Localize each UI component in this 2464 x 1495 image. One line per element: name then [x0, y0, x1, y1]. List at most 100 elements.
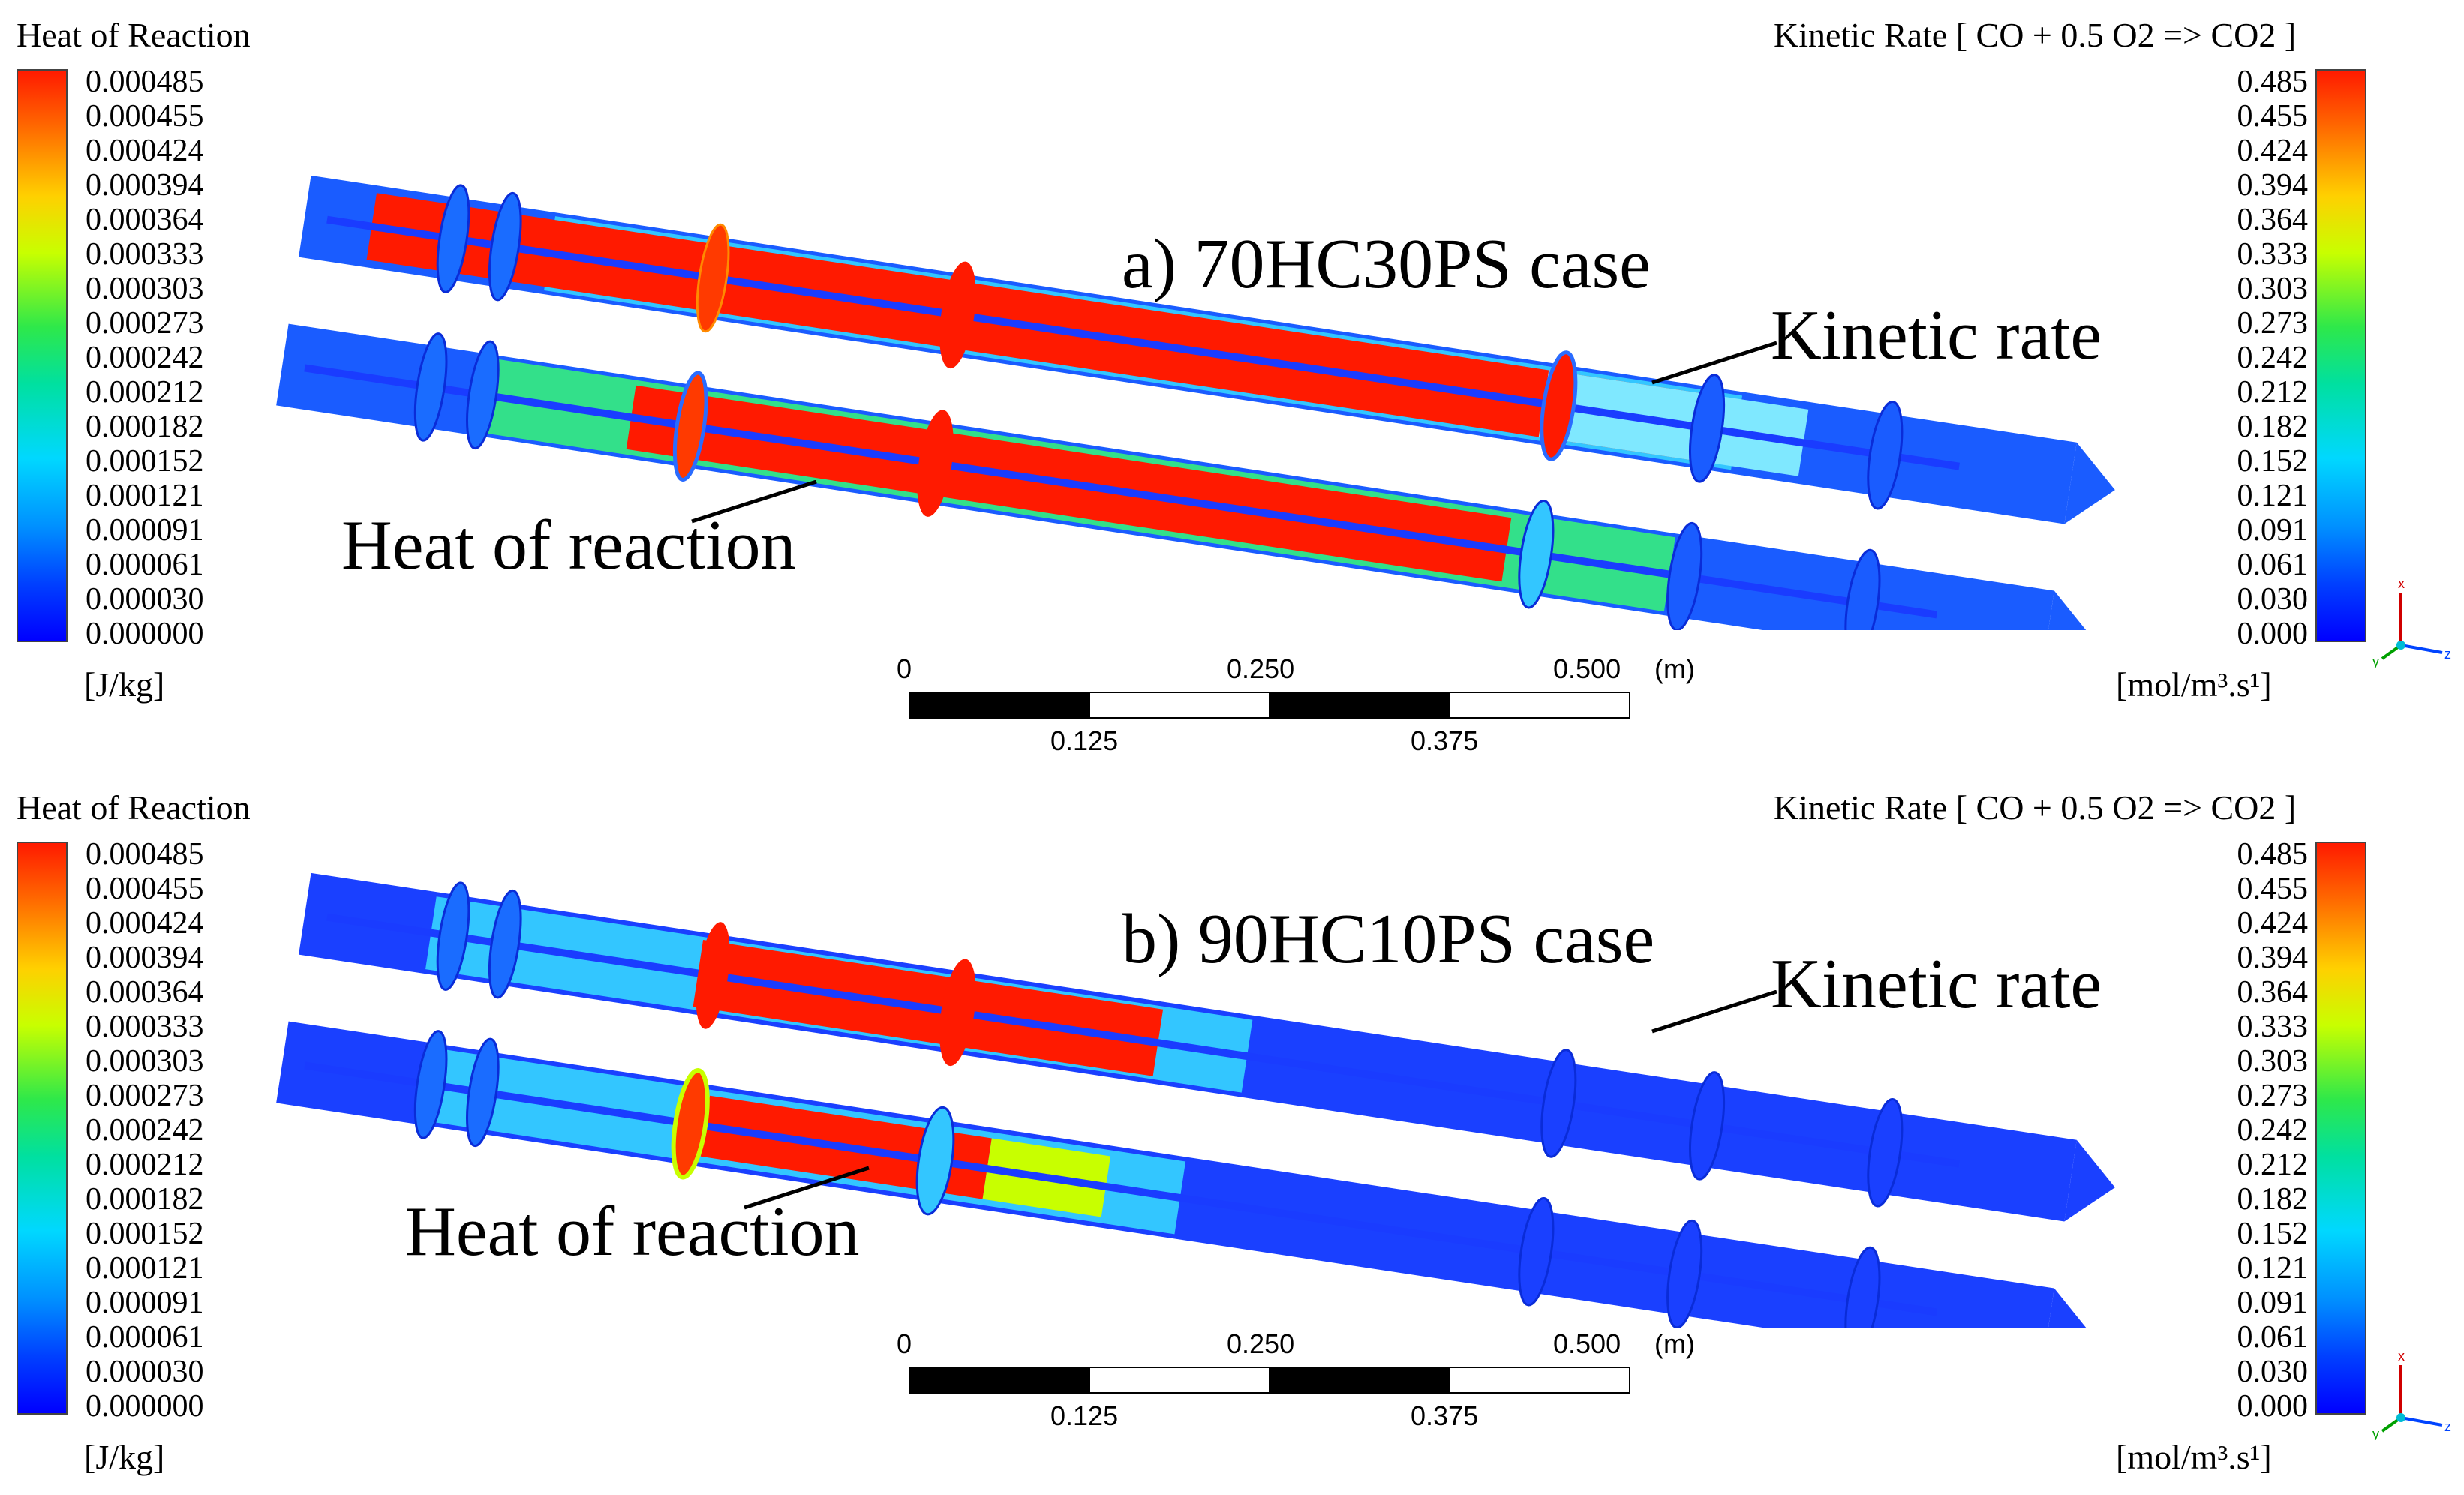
left-tick: 0.000212 [86, 1148, 204, 1182]
right-tick: 0.212 [2237, 1148, 2309, 1182]
right-tick: 0.273 [2237, 306, 2309, 341]
scale-label: 0.125 [1050, 1400, 1119, 1431]
scale-unit: (m) [1654, 653, 1695, 684]
scale-label: 0.125 [1050, 725, 1119, 756]
right-tick: 0.000 [2237, 1389, 2309, 1424]
case-label: a) 70HC30PS case [1122, 225, 1651, 303]
left-tick: 0.000273 [86, 306, 204, 341]
left-tick: 0.000455 [86, 99, 204, 134]
left-tick: 0.000152 [86, 444, 204, 479]
axis-z-label: z [2444, 1419, 2451, 1434]
right-colorbar-unit: [mol/m³.s¹] [2116, 665, 2272, 704]
case-label: b) 90HC10PS case [1122, 900, 1655, 978]
right-colorbar [2315, 69, 2366, 642]
left-colorbar-unit: [J/kg] [84, 1438, 165, 1476]
left-colorbar-unit: [J/kg] [84, 665, 165, 704]
kinetic-rate-label: Kinetic rate [1771, 945, 2102, 1023]
kinetic-rate-label: Kinetic rate [1771, 296, 2102, 374]
right-tick: 0.364 [2237, 203, 2309, 237]
right-tick: 0.333 [2237, 1010, 2309, 1044]
right-tick: 0.394 [2237, 168, 2309, 203]
right-tick: 0.303 [2237, 272, 2309, 306]
left-tick: 0.000121 [86, 479, 204, 513]
left-colorbar-title: Heat of Reaction [17, 788, 251, 827]
right-tick: 0.030 [2237, 1355, 2309, 1389]
right-tick: 0.152 [2237, 444, 2309, 479]
left-tick: 0.000000 [86, 617, 204, 651]
axis-y-label: y [2372, 1427, 2379, 1440]
scale-label: 0.500 [1553, 1328, 1621, 1359]
scale-label: 0.375 [1411, 725, 1479, 756]
left-tick: 0.000424 [86, 906, 204, 941]
right-tick: 0.242 [2237, 1113, 2309, 1148]
left-tick: 0.000303 [86, 272, 204, 306]
heat-of-reaction-pipe [276, 323, 2093, 630]
right-tick: 0.182 [2237, 410, 2309, 444]
heat-of-reaction-label: Heat of reaction [405, 1193, 860, 1271]
kinetic-rate-leader-line [1651, 990, 1777, 1034]
right-tick: 0.091 [2237, 1286, 2309, 1320]
left-tick: 0.000485 [86, 837, 204, 872]
left-tick: 0.000212 [86, 375, 204, 410]
axis-triad-icon: x y z [2372, 1350, 2451, 1440]
left-tick: 0.000242 [86, 341, 204, 375]
scale-bar-graphic [909, 692, 1630, 719]
left-tick: 0.000273 [86, 1079, 204, 1113]
right-tick: 0.152 [2237, 1217, 2309, 1251]
right-tick: 0.121 [2237, 1251, 2309, 1286]
left-tick: 0.000182 [86, 1182, 204, 1217]
right-tick: 0.121 [2237, 479, 2309, 513]
right-colorbar-ticks: 0.485 0.455 0.424 0.394 0.364 0.333 0.30… [2158, 837, 2309, 1439]
left-tick: 0.000121 [86, 1251, 204, 1286]
right-tick: 0.485 [2237, 837, 2309, 872]
combustor-contour-a [276, 175, 2115, 630]
left-tick: 0.000455 [86, 872, 204, 906]
scale-label: 0.375 [1411, 1400, 1479, 1431]
axis-z-label: z [2444, 647, 2451, 662]
right-tick: 0.303 [2237, 1044, 2309, 1079]
heat-of-reaction-leader-line [691, 480, 817, 524]
left-colorbar-ticks: 0.000485 0.000455 0.000424 0.000394 0.00… [86, 66, 236, 666]
right-colorbar [2315, 842, 2366, 1415]
right-tick: 0.364 [2237, 975, 2309, 1010]
scale-label: 0.250 [1227, 1328, 1295, 1359]
right-tick: 0.000 [2237, 617, 2309, 651]
heat-of-reaction-pipe [276, 1021, 2093, 1328]
left-tick: 0.000091 [86, 1286, 204, 1320]
scale-unit: (m) [1654, 1328, 1695, 1359]
scale-label: 0 [897, 1328, 912, 1359]
left-tick: 0.000333 [86, 1010, 204, 1044]
left-tick: 0.000424 [86, 134, 204, 168]
heat-of-reaction-leader-line [744, 1166, 870, 1210]
left-colorbar [17, 69, 68, 642]
left-colorbar-title: Heat of Reaction [17, 16, 251, 54]
left-tick: 0.000364 [86, 203, 204, 237]
right-colorbar-unit: [mol/m³.s¹] [2116, 1438, 2272, 1476]
right-tick: 0.455 [2237, 99, 2309, 134]
right-colorbar-ticks: 0.485 0.455 0.424 0.394 0.364 0.333 0.30… [2158, 66, 2309, 666]
scale-bar-graphic [909, 1367, 1630, 1394]
combustor-contour-b [276, 872, 2115, 1328]
left-tick: 0.000303 [86, 1044, 204, 1079]
right-tick: 0.091 [2237, 513, 2309, 548]
right-tick: 0.424 [2237, 134, 2309, 168]
left-tick: 0.000061 [86, 1320, 204, 1355]
right-tick: 0.273 [2237, 1079, 2309, 1113]
scale-label: 0 [897, 653, 912, 684]
right-tick: 0.030 [2237, 582, 2309, 617]
axis-x-label: x [2398, 578, 2405, 591]
left-tick: 0.000242 [86, 1113, 204, 1148]
right-tick: 0.333 [2237, 237, 2309, 272]
right-tick: 0.424 [2237, 906, 2309, 941]
left-tick: 0.000091 [86, 513, 204, 548]
left-tick: 0.000061 [86, 548, 204, 582]
scale-label: 0.250 [1227, 653, 1295, 684]
right-tick: 0.061 [2237, 548, 2309, 582]
left-tick: 0.000152 [86, 1217, 204, 1251]
left-tick: 0.000030 [86, 582, 204, 617]
right-tick: 0.394 [2237, 941, 2309, 975]
right-colorbar-title: Kinetic Rate [ CO + 0.5 O2 => CO2 ] [1774, 16, 2297, 54]
right-colorbar-title: Kinetic Rate [ CO + 0.5 O2 => CO2 ] [1774, 788, 2297, 827]
right-tick: 0.242 [2237, 341, 2309, 375]
panel-a: Heat of Reaction 0.000485 0.000455 0.000… [17, 16, 2451, 755]
